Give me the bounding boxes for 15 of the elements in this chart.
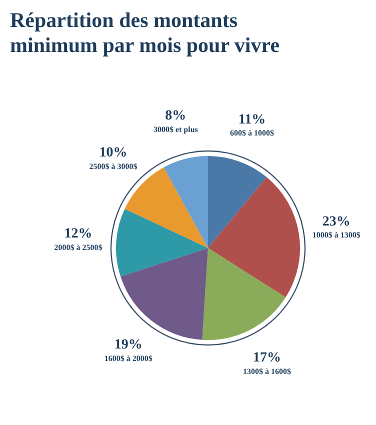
slice-label: 1600$ à 2000$ (104, 354, 152, 363)
data-label: 8% (165, 108, 186, 124)
data-label: 19% (114, 337, 142, 352)
data-label: 23% (322, 214, 350, 230)
slice-label: 2000$ à 2500$ (54, 242, 102, 252)
slice-label: 3000$ et plus (153, 125, 198, 134)
slice-label: 1300$ à 1600$ (243, 366, 292, 376)
slice-label: 2500$ à 3000$ (89, 162, 138, 172)
data-label: 11% (238, 112, 266, 128)
chart-title: Répartition des montants minimum par mois pour vivre (10, 8, 281, 58)
slice-label: 1000$ à 1300$ (312, 230, 360, 240)
data-label: 12% (64, 226, 92, 242)
data-label: 10% (99, 146, 128, 161)
slice-label: 600$ à 1000$ (230, 128, 274, 138)
data-label: 17% (253, 350, 282, 366)
